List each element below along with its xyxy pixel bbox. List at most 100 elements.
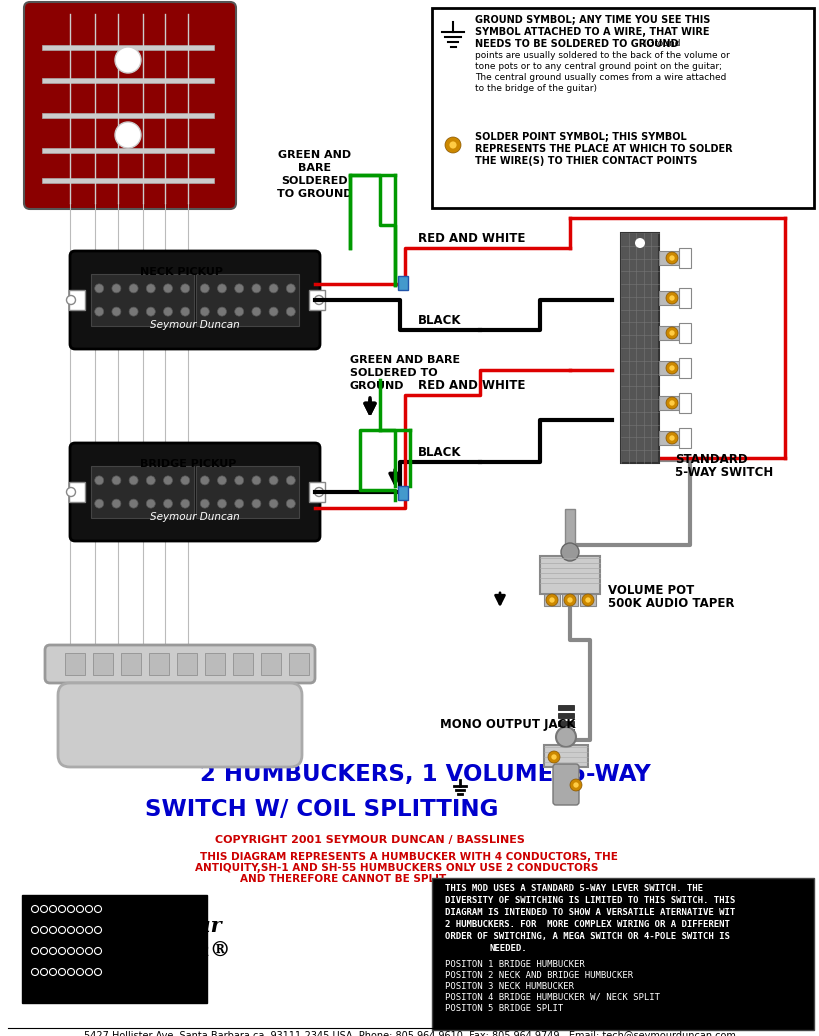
Circle shape [164, 499, 173, 508]
Circle shape [49, 905, 57, 913]
Circle shape [76, 948, 84, 954]
FancyBboxPatch shape [24, 2, 236, 209]
Circle shape [235, 499, 244, 508]
Circle shape [85, 926, 93, 933]
Bar [65, 653, 85, 675]
Text: REPRESENTS THE PLACE AT WHICH TO SOLDER: REPRESENTS THE PLACE AT WHICH TO SOLDER [475, 144, 733, 154]
Circle shape [164, 307, 173, 316]
Text: SOLDER POINT SYMBOL; THIS SYMBOL: SOLDER POINT SYMBOL; THIS SYMBOL [475, 132, 687, 142]
Text: points are usually soldered to the back of the volume or: points are usually soldered to the back … [475, 51, 730, 60]
Text: POSITON 3 NECK HUMBUCKER: POSITON 3 NECK HUMBUCKER [445, 982, 574, 991]
Circle shape [314, 295, 324, 305]
Bar [69, 482, 85, 502]
FancyBboxPatch shape [70, 443, 320, 541]
Circle shape [445, 137, 461, 153]
Circle shape [129, 307, 138, 316]
Bar [398, 276, 408, 290]
Text: 5-WAY SWITCH: 5-WAY SWITCH [675, 466, 773, 479]
Circle shape [129, 284, 138, 293]
Circle shape [287, 499, 296, 508]
Circle shape [58, 926, 66, 933]
Circle shape [67, 948, 75, 954]
Text: BLACK: BLACK [418, 314, 461, 327]
Circle shape [94, 948, 102, 954]
Bar [558, 729, 574, 733]
Circle shape [85, 905, 93, 913]
Bar [432, 8, 814, 208]
Circle shape [181, 284, 190, 293]
Text: 2 HUMBUCKERS, 1 VOLUME, 5-WAY: 2 HUMBUCKERS, 1 VOLUME, 5-WAY [200, 762, 651, 786]
Circle shape [85, 969, 93, 976]
Bar [659, 291, 681, 305]
FancyBboxPatch shape [70, 251, 320, 349]
Circle shape [548, 751, 560, 762]
Circle shape [31, 926, 38, 933]
Circle shape [31, 905, 38, 913]
Text: SOLDERED: SOLDERED [282, 176, 348, 186]
Text: 5427 Hollister Ave. Santa Barbara ca. 93111-2345 USA  Phone: 805.964.9610  Fax: : 5427 Hollister Ave. Santa Barbara ca. 93… [84, 1031, 736, 1036]
Text: ORDER OF SWITCHING, A MEGA SWITCH OR 4-POLE SWITCH IS: ORDER OF SWITCHING, A MEGA SWITCH OR 4-P… [445, 932, 730, 941]
Bar [28, 900, 110, 997]
Bar [679, 393, 691, 413]
Circle shape [269, 476, 278, 485]
Text: GREEN AND BARE: GREEN AND BARE [350, 355, 460, 365]
Circle shape [58, 905, 66, 913]
Text: SYMBOL ATTACHED TO A WIRE, THAT WIRE: SYMBOL ATTACHED TO A WIRE, THAT WIRE [475, 27, 709, 37]
Circle shape [49, 926, 57, 933]
Circle shape [669, 295, 675, 300]
Circle shape [669, 330, 675, 336]
Bar [398, 486, 408, 500]
Bar [544, 594, 560, 606]
Text: RED AND WHITE: RED AND WHITE [418, 379, 525, 392]
Circle shape [67, 905, 75, 913]
Bar [659, 431, 681, 445]
FancyBboxPatch shape [58, 683, 302, 767]
Circle shape [287, 476, 296, 485]
Bar [659, 361, 681, 375]
Circle shape [58, 948, 66, 954]
Bar [432, 877, 814, 1030]
Circle shape [556, 727, 576, 747]
Circle shape [218, 284, 227, 293]
Circle shape [67, 969, 75, 976]
Circle shape [573, 782, 579, 787]
Circle shape [252, 284, 261, 293]
Text: 2 HUMBUCKERS. FOR  MORE COMPLEX WIRING OR A DIFFERENT: 2 HUMBUCKERS. FOR MORE COMPLEX WIRING OR… [445, 920, 730, 929]
Text: TO GROUND: TO GROUND [278, 189, 353, 199]
Circle shape [115, 122, 141, 148]
Bar [540, 556, 600, 594]
Circle shape [269, 284, 278, 293]
Circle shape [95, 284, 104, 293]
Circle shape [129, 476, 138, 485]
Text: tone pots or to any central ground point on the guitar;: tone pots or to any central ground point… [475, 62, 722, 71]
Text: (Ground: (Ground [638, 39, 681, 48]
Circle shape [450, 141, 457, 148]
Text: AND THEREFORE CANNOT BE SPLIT: AND THEREFORE CANNOT BE SPLIT [240, 874, 446, 884]
Circle shape [49, 969, 57, 976]
Text: Seymour Duncan: Seymour Duncan [150, 512, 240, 522]
Text: ANTIQUITY,SH-1 AND SH-55 HUMBUCKERS ONLY USE 2 CONDUCTORS: ANTIQUITY,SH-1 AND SH-55 HUMBUCKERS ONLY… [195, 863, 599, 873]
Bar [565, 509, 575, 554]
Circle shape [218, 307, 227, 316]
Circle shape [147, 499, 156, 508]
Circle shape [40, 926, 48, 933]
Circle shape [94, 926, 102, 933]
Bar [42, 148, 214, 153]
Circle shape [666, 432, 678, 444]
Circle shape [129, 499, 138, 508]
Bar [679, 428, 691, 448]
Text: to the bridge of the guitar): to the bridge of the guitar) [475, 84, 597, 93]
Circle shape [147, 476, 156, 485]
Bar [197, 465, 300, 518]
Circle shape [67, 926, 75, 933]
Circle shape [564, 594, 576, 606]
Bar [679, 248, 691, 268]
Bar [659, 396, 681, 410]
Circle shape [546, 594, 558, 606]
Circle shape [235, 307, 244, 316]
Text: BRIDGE PICKUP: BRIDGE PICKUP [140, 459, 237, 469]
Circle shape [85, 948, 93, 954]
Text: 500K AUDIO TAPER: 500K AUDIO TAPER [608, 597, 735, 610]
Bar [42, 178, 214, 183]
Bar [558, 713, 574, 718]
